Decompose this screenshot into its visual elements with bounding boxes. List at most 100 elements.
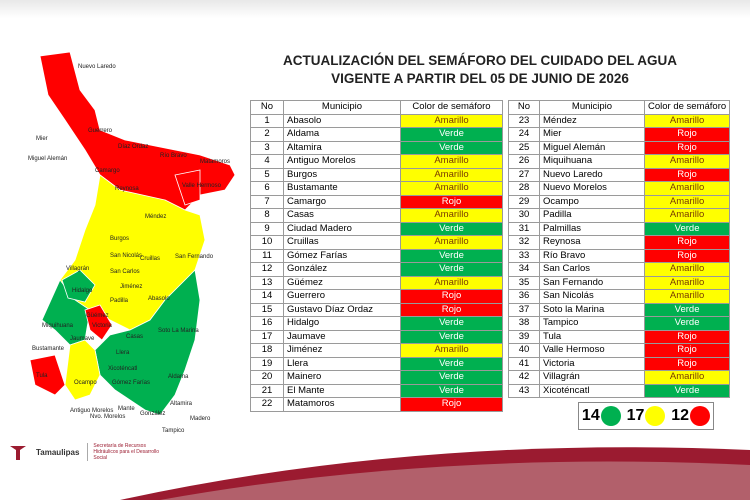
map-label: Ocampo [74, 380, 97, 386]
row-number: 8 [250, 208, 284, 223]
row-number: 3 [250, 140, 284, 155]
municipality: Río Bravo [539, 248, 645, 263]
row-number: 6 [250, 181, 284, 196]
status-cell: Amarillo [400, 208, 503, 223]
header-row: No Municipio Color de semáforo [250, 100, 503, 115]
row-number: 19 [250, 356, 284, 371]
row: 33 Río Bravo Rojo [508, 248, 731, 263]
legend-count: 17 [626, 407, 645, 424]
row-number: 2 [250, 127, 284, 142]
municipality: Tula [539, 329, 645, 344]
map-label: Tampico [162, 428, 185, 434]
municipality: Palmillas [539, 221, 645, 236]
row-number: 21 [250, 383, 284, 398]
row: 8 Casas Amarillo [250, 208, 503, 223]
status-cell: Verde [400, 356, 503, 371]
map-label: Aldama [168, 374, 189, 380]
map-label: Reynosa [115, 186, 139, 192]
legend-item: 12 [671, 406, 711, 426]
row: 25 Miguel Alemán Rojo [508, 140, 731, 155]
row: 18 Jiménez Amarillo [250, 343, 503, 358]
status-cell: Amarillo [400, 275, 503, 290]
map-label: Villagrán [66, 266, 89, 272]
map-label: Nvo. Morelos [90, 414, 125, 420]
status-cell: Rojo [400, 397, 503, 412]
top-band [0, 0, 750, 18]
status-cell: Verde [643, 302, 731, 317]
status-cell: Verde [400, 127, 503, 142]
status-cell: Amarillo [643, 154, 731, 169]
status-cell: Amarillo [643, 289, 731, 304]
row: 14 Guerrero Rojo [250, 289, 503, 304]
row: 43 Xicoténcatl Verde [508, 383, 731, 398]
row: 1 Abasolo Amarillo [250, 113, 503, 128]
municipality: Casas [283, 208, 401, 223]
map-label: Nuevo Laredo [78, 64, 116, 70]
footer: Tamaulipas Secretaría de Recursos Hidráu… [8, 442, 163, 462]
map-label: Mante [118, 406, 135, 412]
map-label: Xicoténcatl [108, 366, 137, 372]
row-number: 13 [250, 275, 284, 290]
row-number: 29 [508, 194, 540, 209]
map-label: González [140, 411, 165, 417]
status-cell: Amarillo [400, 167, 503, 182]
municipality: Villagrán [539, 370, 645, 385]
row: 38 Tampico Verde [508, 316, 731, 331]
row: 23 Méndez Amarillo [508, 113, 731, 128]
municipality: Méndez [539, 113, 645, 128]
row: 4 Antiguo Morelos Amarillo [250, 154, 503, 169]
status-cell: Rojo [643, 127, 731, 142]
row-number: 34 [508, 262, 540, 277]
row-number: 11 [250, 248, 284, 263]
status-cell: Amarillo [400, 235, 503, 250]
municipality: Victoria [539, 356, 645, 371]
row-number: 24 [508, 127, 540, 142]
title: ACTUALIZACIÓN DEL SEMÁFORO DEL CUIDADO D… [260, 52, 700, 88]
row-number: 39 [508, 329, 540, 344]
title-line: ACTUALIZACIÓN DEL SEMÁFORO DEL CUIDADO D… [282, 53, 677, 68]
row: 34 San Carlos Amarillo [508, 262, 731, 277]
map-label: Llera [116, 350, 130, 356]
map-label: Güémez [86, 313, 109, 319]
map-label: Jiménez [120, 284, 142, 290]
table: No Municipio Color de semáforo 23 Méndez Amar… [508, 100, 731, 398]
row: 10 Cruillas Amarillo [250, 235, 503, 250]
row-number: 36 [508, 289, 540, 304]
agency: Secretaría de Recursos Hidráulicos para … [87, 443, 163, 461]
map-label: Mier [36, 136, 48, 142]
status-cell: Verde [400, 221, 503, 236]
map-label: Río Bravo [160, 153, 187, 159]
municipality: Jiménez [283, 343, 401, 358]
row-number: 22 [250, 397, 284, 412]
row-number: 1 [250, 113, 284, 128]
row: 17 Jaumave Verde [250, 329, 503, 344]
row-number: 38 [508, 316, 540, 331]
row: 35 San Fernando Amarillo [508, 275, 731, 290]
row-number: 18 [250, 343, 284, 358]
status-cell: Rojo [643, 343, 731, 358]
map: Nuevo Laredo Guerrero Mier Díaz Ordaz Miguel… [28, 51, 236, 434]
status-cell: Amarillo [643, 370, 731, 385]
row-number: 23 [508, 113, 540, 128]
map-label: Méndez [145, 214, 166, 220]
legend-item: 14 [582, 406, 621, 426]
municipality: Llera [283, 356, 401, 371]
status-cell: Rojo [643, 248, 731, 263]
municipality: Burgos [283, 167, 401, 182]
row: 29 Ocampo Amarillo [508, 194, 731, 209]
map-label: Tula [36, 373, 48, 379]
row-number: 28 [508, 181, 540, 196]
municipality: Antiguo Morelos [283, 154, 401, 169]
map-label: San Carlos [110, 269, 140, 275]
municipality: Reynosa [539, 235, 645, 250]
row-number: 20 [250, 370, 284, 385]
status-cell: Verde [643, 383, 731, 398]
logo [10, 446, 26, 460]
column-header: Color de semáforo [643, 100, 731, 115]
row-number: 37 [508, 302, 540, 317]
municipality: Aldama [283, 127, 401, 142]
municipality: Cruillas [283, 235, 401, 250]
row: 7 Camargo Rojo [250, 194, 503, 209]
row-number: 7 [250, 194, 284, 209]
